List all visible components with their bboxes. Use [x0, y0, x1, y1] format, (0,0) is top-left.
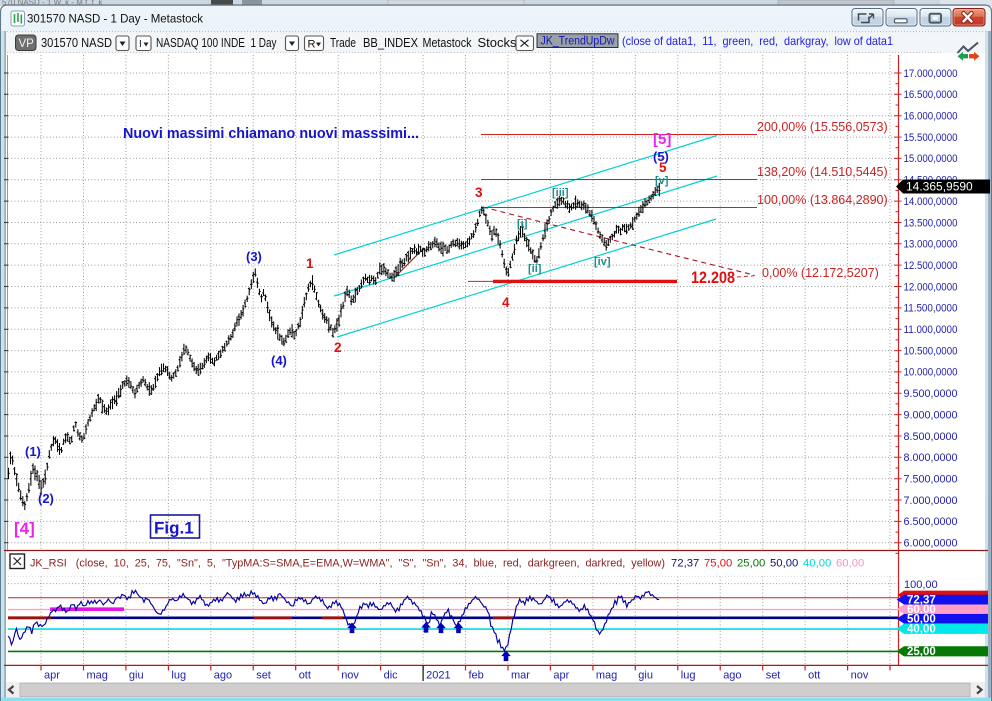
svg-text:13.500,0000: 13.500,0000: [904, 217, 958, 229]
svg-text:14.000,0000: 14.000,0000: [904, 196, 958, 208]
svg-text:14.365,9590: 14.365,9590: [906, 179, 973, 193]
svg-text:200,00% (15.556,0573): 200,00% (15.556,0573): [757, 120, 888, 134]
svg-text:7.500,0000: 7.500,0000: [904, 474, 958, 486]
svg-text:Metastock: Metastock: [423, 36, 473, 50]
svg-text:75,00: 75,00: [704, 558, 732, 570]
svg-text:10.500,0000: 10.500,0000: [904, 345, 958, 357]
svg-text:ago: ago: [214, 670, 232, 682]
svg-text:9.500,0000: 9.500,0000: [904, 388, 958, 400]
svg-text:301570 NASD - 1 Day - Metastoc: 301570 NASD - 1 Day - Metastock: [27, 11, 204, 25]
svg-text:VP: VP: [19, 38, 35, 50]
svg-text:[4]: [4]: [14, 519, 35, 538]
svg-text:mag: mag: [87, 670, 108, 682]
svg-text:NASDAQ 100 INDE: NASDAQ 100 INDE: [156, 36, 245, 50]
svg-text:Nuovi massimi chiamano nuovi m: Nuovi massimi chiamano nuovi masssimi...: [123, 125, 419, 142]
svg-text:ott: ott: [299, 670, 311, 682]
svg-text:(close of data1, 11, green,: (close of data1, 11, green, red, darkgra…: [622, 34, 893, 48]
svg-text:[ii]: [ii]: [528, 263, 542, 275]
svg-text:100,00: 100,00: [904, 579, 938, 591]
svg-text:R: R: [308, 39, 316, 51]
svg-text:[v]: [v]: [655, 175, 669, 187]
svg-text:16.000,0000: 16.000,0000: [904, 111, 958, 123]
svg-text:(3): (3): [246, 249, 262, 264]
svg-text:I: I: [139, 39, 142, 50]
svg-text:1 Day: 1 Day: [251, 36, 278, 50]
svg-text:[i]: [i]: [517, 218, 528, 230]
svg-text:mag: mag: [596, 670, 617, 682]
svg-text:12.000,0000: 12.000,0000: [904, 281, 958, 293]
svg-text:40,00: 40,00: [907, 624, 936, 636]
svg-text:(1): (1): [25, 444, 41, 459]
svg-text:2: 2: [334, 340, 342, 355]
svg-text:50,00: 50,00: [770, 558, 798, 570]
svg-text:(4): (4): [271, 353, 287, 368]
svg-text:3: 3: [475, 185, 483, 200]
svg-text:feb: feb: [469, 670, 484, 682]
svg-text:100,00% (13.864,2890): 100,00% (13.864,2890): [757, 193, 888, 207]
svg-text:60,00: 60,00: [907, 604, 936, 616]
svg-text:5: 5: [659, 160, 667, 175]
svg-text:nov: nov: [851, 670, 869, 682]
svg-text:8.000,0000: 8.000,0000: [904, 452, 958, 464]
svg-text:(2): (2): [38, 491, 54, 506]
svg-text:apr: apr: [553, 670, 569, 682]
svg-text:16.500,0000: 16.500,0000: [904, 89, 958, 101]
svg-text:60,00: 60,00: [836, 558, 864, 570]
svg-text:25,00: 25,00: [907, 646, 936, 658]
svg-text:lug: lug: [171, 670, 186, 682]
svg-text:set: set: [256, 670, 271, 682]
svg-text:10.000,0000: 10.000,0000: [904, 367, 958, 379]
svg-text:7.000,0000: 7.000,0000: [904, 495, 958, 507]
svg-text:12.500,0000: 12.500,0000: [904, 260, 958, 272]
svg-text:giu: giu: [638, 670, 653, 682]
svg-text:570 NASD - 1 W..k - M.t..t..k: 570 NASD - 1 W..k - M.t..t..k: [2, 0, 103, 7]
svg-text:[iv]: [iv]: [594, 256, 611, 268]
svg-text:301570 NASD: 301570 NASD: [41, 36, 112, 50]
svg-text:ago: ago: [723, 670, 741, 682]
svg-text:JK_RSI (close, 10, 25, 75: JK_RSI (close, 10, 25, 75, "Sn", 5, "Typ…: [30, 558, 665, 570]
svg-text:1: 1: [306, 256, 314, 271]
svg-text:dic: dic: [384, 670, 399, 682]
svg-text:11.500,0000: 11.500,0000: [904, 303, 958, 315]
svg-text:25,00: 25,00: [737, 558, 765, 570]
svg-text:Trade: Trade: [330, 36, 356, 50]
svg-text:6.000,0000: 6.000,0000: [904, 538, 958, 550]
svg-text:138,20% (14.510,5445): 138,20% (14.510,5445): [757, 165, 888, 179]
svg-text:apr: apr: [44, 670, 60, 682]
svg-text:Stocks: Stocks: [478, 36, 517, 50]
svg-text:15.500,0000: 15.500,0000: [904, 132, 958, 144]
svg-text:giu: giu: [129, 670, 144, 682]
svg-text:nov: nov: [341, 670, 359, 682]
svg-text:13.000,0000: 13.000,0000: [904, 239, 958, 251]
svg-text:mar: mar: [511, 670, 530, 682]
svg-text:[iii]: [iii]: [552, 187, 569, 199]
svg-text:[5]: [5]: [653, 131, 671, 148]
svg-text:11.000,0000: 11.000,0000: [904, 324, 958, 336]
svg-text:17.000,0000: 17.000,0000: [904, 68, 958, 80]
svg-text:(5): (5): [653, 149, 669, 164]
svg-text:72,37: 72,37: [671, 558, 699, 570]
svg-text:2021: 2021: [426, 670, 450, 682]
svg-text:4: 4: [502, 295, 510, 310]
svg-text:set: set: [766, 670, 781, 682]
svg-text:50,00: 50,00: [907, 614, 936, 626]
svg-text:0,00% (12.172,5207): 0,00% (12.172,5207): [762, 266, 879, 280]
svg-text:JK_TrendUpDw: JK_TrendUpDw: [541, 36, 616, 48]
svg-text:12.208: 12.208: [691, 269, 735, 287]
svg-text:15.000,0000: 15.000,0000: [904, 153, 958, 165]
svg-text:9.000,0000: 9.000,0000: [904, 409, 958, 421]
svg-text:40,00: 40,00: [803, 558, 831, 570]
svg-text:8.500,0000: 8.500,0000: [904, 431, 958, 443]
svg-text:lug: lug: [681, 670, 696, 682]
svg-text:Fig.1: Fig.1: [154, 519, 194, 538]
svg-text:BB_INDEX: BB_INDEX: [363, 36, 419, 50]
svg-text:ott: ott: [808, 670, 820, 682]
svg-text:6.500,0000: 6.500,0000: [904, 516, 958, 528]
svg-text:72,37: 72,37: [907, 595, 936, 607]
